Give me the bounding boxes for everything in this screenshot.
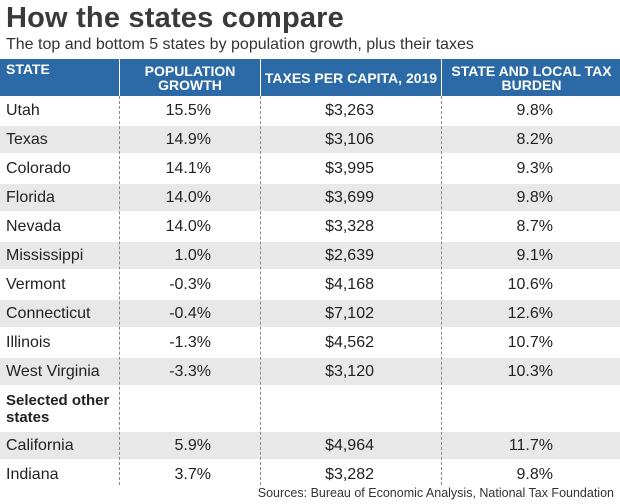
cell-state: Vermont xyxy=(6,276,66,293)
cell-population-growth: 15.5% xyxy=(165,102,211,119)
cell-taxes-per-capita: $3,328 xyxy=(325,218,374,235)
table-header: STATE POPULATION GROWTH TAXES PER CAPITA… xyxy=(0,59,620,96)
cell-state: Texas xyxy=(6,131,48,148)
cell-taxes-per-capita: $3,995 xyxy=(325,160,374,177)
header-state: STATE xyxy=(6,61,50,77)
source-note: Sources: Bureau of Economic Analysis, Na… xyxy=(257,486,614,500)
cell-tax-burden: 8.7% xyxy=(516,218,553,235)
cell-population-growth: 14.0% xyxy=(165,218,211,235)
row-band xyxy=(0,300,620,327)
cell-tax-burden: 8.2% xyxy=(516,131,553,148)
row-band xyxy=(0,358,620,385)
cell-state: Illinois xyxy=(6,334,51,351)
cell-state: Nevada xyxy=(6,218,62,235)
data-table: STATE POPULATION GROWTH TAXES PER CAPITA… xyxy=(0,59,620,485)
chart-subtitle: The top and bottom 5 states by populatio… xyxy=(6,36,474,53)
cell-population-growth: -1.3% xyxy=(169,334,211,351)
cell-population-growth: -0.4% xyxy=(169,305,211,322)
cell-taxes-per-capita: $4,562 xyxy=(325,334,374,351)
cell-tax-burden: 9.8% xyxy=(516,189,553,206)
header-taxes-per-capita: TAXES PER CAPITA, 2019 xyxy=(262,59,440,96)
cell-taxes-per-capita: $3,106 xyxy=(325,131,374,148)
header-tax-burden-label: STATE AND LOCAL TAX BURDEN xyxy=(451,62,612,93)
row-band xyxy=(0,184,620,211)
column-divider xyxy=(260,96,261,485)
cell-population-growth: 14.1% xyxy=(165,160,211,177)
cell-tax-burden: 9.3% xyxy=(516,160,553,177)
cell-tax-burden: 11.7% xyxy=(508,437,553,454)
column-divider xyxy=(441,96,442,485)
cell-taxes-per-capita: $3,120 xyxy=(325,363,374,380)
cell-state: West Virginia xyxy=(6,363,100,380)
header-population-growth-label: POPULATION GROWTH xyxy=(144,62,236,93)
section-label: Selected other states xyxy=(6,392,110,426)
cell-tax-burden: 9.8% xyxy=(516,466,553,483)
header-divider xyxy=(260,59,261,96)
cell-taxes-per-capita: $4,964 xyxy=(325,437,374,454)
header-divider xyxy=(441,59,442,96)
cell-taxes-per-capita: $3,282 xyxy=(325,466,374,483)
cell-taxes-per-capita: $4,168 xyxy=(325,276,374,293)
cell-state: Connecticut xyxy=(6,305,91,322)
cell-tax-burden: 10.7% xyxy=(507,334,553,351)
cell-taxes-per-capita: $7,102 xyxy=(325,305,374,322)
header-taxes-per-capita-label: TAXES PER CAPITA, 2019 xyxy=(264,69,438,86)
header-divider xyxy=(119,59,120,96)
cell-state: Indiana xyxy=(6,466,59,483)
cell-taxes-per-capita: $3,699 xyxy=(325,189,374,206)
cell-state: Colorado xyxy=(6,160,71,177)
cell-taxes-per-capita: $2,639 xyxy=(325,247,374,264)
chart-title: How the states compare xyxy=(6,2,344,34)
cell-taxes-per-capita: $3,263 xyxy=(325,102,374,119)
column-divider xyxy=(119,96,120,485)
cell-population-growth: 3.7% xyxy=(174,466,211,483)
cell-population-growth: 14.9% xyxy=(165,131,211,148)
row-band xyxy=(0,432,620,459)
cell-state: Utah xyxy=(6,102,40,119)
cell-tax-burden: 9.8% xyxy=(516,102,553,119)
header-tax-burden: STATE AND LOCAL TAX BURDEN xyxy=(443,59,620,96)
row-band xyxy=(0,242,620,269)
cell-tax-burden: 12.6% xyxy=(507,305,553,322)
cell-state: California xyxy=(6,437,74,454)
cell-population-growth: -0.3% xyxy=(169,276,211,293)
cell-population-growth: -3.3% xyxy=(169,363,211,380)
cell-tax-burden: 10.6% xyxy=(507,276,553,293)
row-band xyxy=(0,126,620,153)
cell-tax-burden: 9.1% xyxy=(516,247,553,264)
cell-state: Florida xyxy=(6,189,55,206)
cell-population-growth: 14.0% xyxy=(165,189,211,206)
header-population-growth: POPULATION GROWTH xyxy=(121,59,259,96)
cell-population-growth: 1.0% xyxy=(174,247,211,264)
cell-population-growth: 5.9% xyxy=(174,437,211,454)
cell-tax-burden: 10.3% xyxy=(507,363,553,380)
cell-state: Mississippi xyxy=(6,247,84,264)
